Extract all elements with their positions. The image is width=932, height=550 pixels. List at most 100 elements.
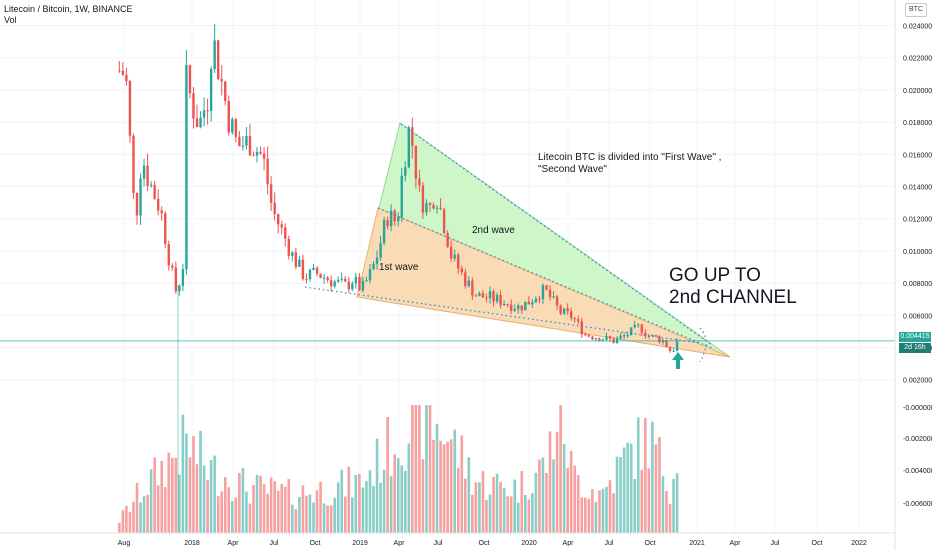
volume-bar <box>633 479 637 533</box>
candle-body <box>372 263 375 270</box>
candle-body <box>287 238 290 257</box>
middle-dotted-trendline <box>377 207 713 349</box>
candle-body <box>291 252 294 257</box>
volume-bar <box>520 471 524 533</box>
candle-body <box>167 244 170 266</box>
volume-bar <box>644 417 647 533</box>
candle-body <box>467 280 471 287</box>
candle-body <box>647 335 651 337</box>
candle-body <box>531 302 534 305</box>
candle-body <box>665 340 668 348</box>
volume-bar <box>672 478 675 533</box>
volume-bar <box>354 474 358 533</box>
volume-bar <box>171 457 174 533</box>
candle-body <box>185 65 188 270</box>
volume-bar <box>132 501 135 533</box>
candle-body <box>474 295 478 297</box>
volume-bar <box>149 469 153 533</box>
candle-body <box>178 285 181 292</box>
time-axis: Aug 2018 Apr Jul Oct 2019 Apr Jul Oct 2020 Apr Jul O… <box>0 532 895 547</box>
volume-label: Vol <box>4 15 17 25</box>
time-tick-9: 2020 <box>521 540 537 547</box>
volume-bar <box>499 482 502 533</box>
callout-line2: 2nd CHANNEL <box>669 287 797 308</box>
volume-bar <box>273 481 276 533</box>
candle-body <box>171 265 174 268</box>
candle-body <box>439 207 442 210</box>
volume-bar <box>647 468 651 533</box>
currency-button[interactable]: BTC <box>905 3 927 17</box>
volume-bar <box>531 493 534 533</box>
volume-bar <box>661 476 665 533</box>
candle-body <box>195 118 199 128</box>
time-tick-2: Apr <box>228 540 240 547</box>
candle-countdown-tag: 2d 16h <box>899 343 931 353</box>
first-wave-triangle <box>356 207 731 358</box>
volume-bar <box>252 485 255 533</box>
candle-body <box>481 293 485 298</box>
volume-bar <box>128 511 132 533</box>
candle-body <box>499 294 502 306</box>
volume-bar <box>548 431 552 533</box>
volume-bar <box>562 444 566 533</box>
time-tick-10: Apr <box>563 540 575 547</box>
candle-body <box>517 305 520 310</box>
volume-bar <box>262 484 266 533</box>
candle-body <box>273 202 276 215</box>
candle-body <box>241 145 245 147</box>
candle-body <box>259 151 262 154</box>
candle-body <box>495 294 499 302</box>
volume-bar <box>365 481 368 533</box>
time-tick-17: 2022 <box>851 540 867 547</box>
candle-body <box>284 227 287 239</box>
candle-body <box>449 247 453 259</box>
candle-body <box>584 334 587 336</box>
up-arrow-icon <box>672 352 684 369</box>
volume-bar <box>481 471 485 533</box>
candle-body <box>252 155 255 157</box>
candle-body <box>188 65 192 94</box>
candle-body <box>382 220 386 244</box>
candle-body <box>675 341 679 351</box>
volume-bar <box>435 423 439 533</box>
candle-body <box>555 296 559 306</box>
volume-bar <box>428 405 432 533</box>
time-tick-8: Oct <box>479 540 490 547</box>
time-tick-13: 2021 <box>689 540 705 547</box>
volume-bar <box>351 497 354 533</box>
volume-bar <box>421 459 425 533</box>
candle-body <box>312 267 315 270</box>
candle-body <box>206 110 209 112</box>
volume-bar <box>333 497 336 533</box>
second-wave-label: 2nd wave <box>472 225 515 236</box>
price-tick-6: 0.012000 <box>903 217 932 224</box>
volume-bar <box>629 443 633 533</box>
volume-bar <box>640 469 644 533</box>
candle-body <box>361 280 365 291</box>
volume-bar <box>308 494 312 533</box>
volume-bar <box>209 460 213 533</box>
candle-body <box>358 276 361 291</box>
volume-bar <box>315 490 319 533</box>
time-tick-0: Aug <box>118 540 131 547</box>
candle-body <box>425 203 428 213</box>
time-tick-12: Oct <box>645 540 656 547</box>
candle-body <box>199 117 202 128</box>
candle-body <box>234 119 238 137</box>
candle-body <box>266 158 269 185</box>
candle-body <box>379 243 382 258</box>
candle-body <box>619 335 622 339</box>
candle-body <box>428 203 432 205</box>
volume-bar <box>255 475 259 533</box>
volume-bar <box>407 443 411 533</box>
volume-bar <box>192 436 195 533</box>
volume-bar <box>569 450 573 533</box>
volume-bar <box>294 508 298 533</box>
volume-bar <box>287 478 291 533</box>
volume-bar <box>227 487 231 533</box>
candle-body <box>548 289 552 298</box>
volume-bar <box>411 405 414 533</box>
volume-bar <box>379 482 382 533</box>
candle-body <box>280 224 283 228</box>
